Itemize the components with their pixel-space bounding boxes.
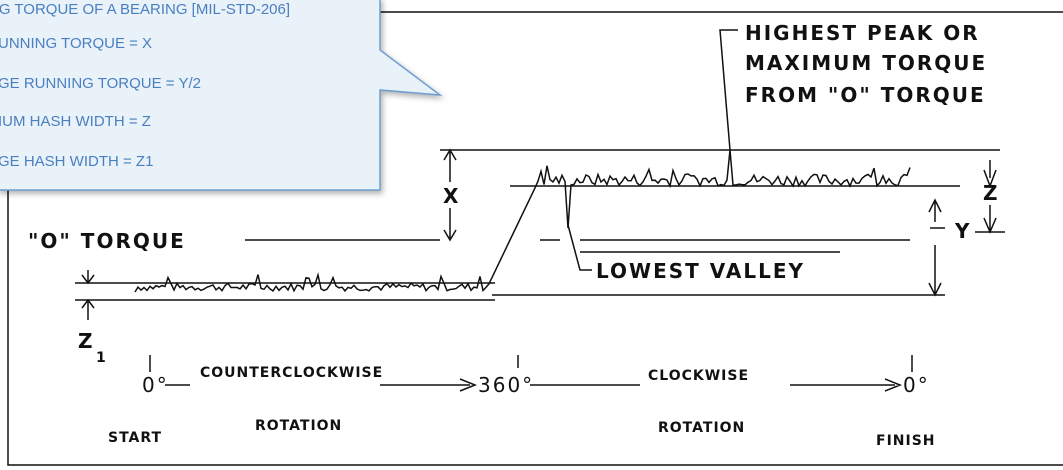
z-label: Z <box>983 181 1000 205</box>
finish-label: FINISH <box>876 433 936 449</box>
torque-trace <box>134 149 911 293</box>
frame <box>7 11 1063 466</box>
ccw-label: COUNTERCLOCKWISE <box>200 365 383 381</box>
callout: NG TORQUE OF A BEARING [MIL-STD-206] UNN… <box>0 0 443 191</box>
z1-dimension <box>81 270 95 320</box>
mid-angle: 360° <box>478 373 534 397</box>
callout-line: IUM HASH WIDTH = Z <box>0 113 151 130</box>
x-label: X <box>443 184 460 208</box>
z1-label: Z <box>78 329 95 353</box>
drawing: HIGHEST PEAK OR MAXIMUM TORQUE FROM "O" … <box>7 11 1063 466</box>
callout-line: NG TORQUE OF A BEARING [MIL-STD-206] <box>0 1 290 18</box>
end-angle: 0° <box>903 373 930 397</box>
z-dimension <box>975 160 1005 234</box>
rotation-axis <box>149 355 913 392</box>
start-angle: 0° <box>142 373 169 397</box>
valley-label: LOWEST VALLEY <box>596 259 805 283</box>
peak-label: FROM "O" TORQUE <box>745 83 986 107</box>
ccw-label: ROTATION <box>255 418 342 434</box>
leader-lines <box>567 29 738 271</box>
reference-lines <box>75 149 1000 301</box>
cw-label: ROTATION <box>658 420 745 436</box>
y-dimension <box>928 198 942 297</box>
cw-label: CLOCKWISE <box>648 368 749 384</box>
peak-label: MAXIMUM TORQUE <box>745 51 987 75</box>
start-label: START <box>108 430 162 446</box>
peak-label: HIGHEST PEAK OR <box>745 21 980 45</box>
callout-line: GE RUNNING TORQUE = Y/2 <box>0 75 201 92</box>
callout-line: UNNING TORQUE = X <box>0 35 152 52</box>
y-label: Y <box>954 219 971 243</box>
z1-subscript: 1 <box>96 350 107 366</box>
o-torque-label: "O" TORQUE <box>28 229 186 253</box>
x-dimension <box>443 148 457 242</box>
callout-line: GE HASH WIDTH = Z1 <box>0 153 153 170</box>
callout-box <box>0 0 443 191</box>
